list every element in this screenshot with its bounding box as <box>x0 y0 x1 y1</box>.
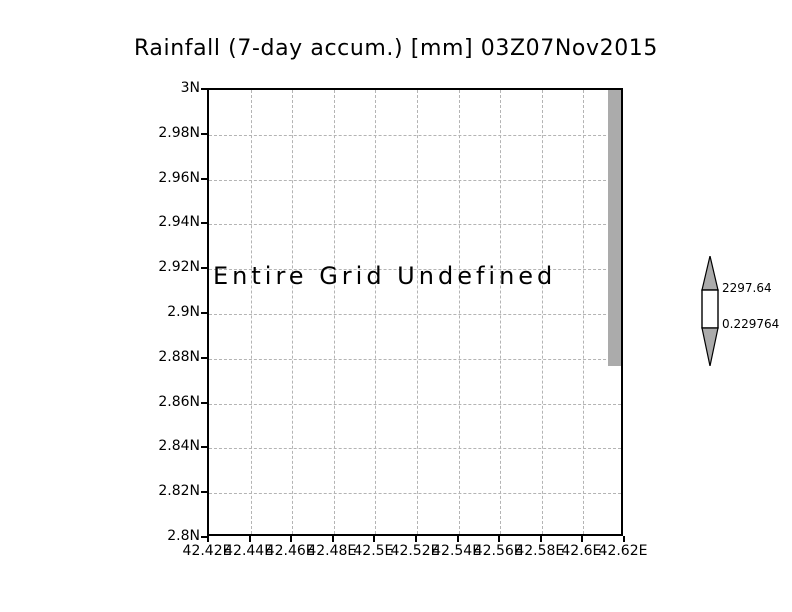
y-axis-tickmark <box>201 536 207 538</box>
gridline-horizontal <box>209 493 621 495</box>
x-axis-tickmark <box>373 536 376 542</box>
data-band <box>608 90 621 366</box>
y-axis-tickmark <box>201 446 207 449</box>
x-axis-tickmark <box>415 536 417 542</box>
gridline-vertical <box>292 90 294 534</box>
x-axis-tickmark <box>539 536 542 542</box>
y-axis-tickmark <box>201 401 207 404</box>
y-axis-tickmark <box>201 312 207 314</box>
gridline-horizontal <box>209 224 621 226</box>
y-axis-tickmark <box>201 132 207 135</box>
y-axis-ticklabel: 2.88N <box>158 348 200 365</box>
y-axis-ticklabel: 2.92N <box>158 259 200 276</box>
gridline-vertical <box>458 90 460 534</box>
plot-inner <box>209 90 621 534</box>
x-axis-ticklabel: 42.46E <box>265 543 315 559</box>
gridline-horizontal <box>209 134 621 136</box>
gridline-vertical <box>417 90 418 534</box>
gridline-horizontal <box>209 314 621 315</box>
gridline-vertical <box>500 90 502 534</box>
gridline-horizontal <box>209 358 621 360</box>
y-axis-ticklabel: 2.8N <box>167 528 200 544</box>
gridline-horizontal <box>209 448 621 450</box>
y-axis-ticklabel: 2.96N <box>158 169 200 186</box>
x-axis-ticklabel: 42.6E <box>561 543 602 559</box>
colorbar-bottom-arrow <box>701 327 719 366</box>
y-axis-tickmark <box>201 222 207 225</box>
undefined-grid-message: Entire Grid Undefined <box>213 262 557 290</box>
y-axis-ticklabel: 2.98N <box>158 124 200 141</box>
x-axis-ticklabel: 42.48E <box>307 543 357 559</box>
y-axis-tickmark <box>201 491 207 494</box>
x-axis-ticklabel: 42.62E <box>598 543 648 559</box>
x-axis-tickmark <box>623 536 625 542</box>
x-axis-tickmark <box>207 536 209 542</box>
y-axis-ticklabel: 2.84N <box>158 438 200 455</box>
y-axis-tickmark <box>201 356 207 359</box>
colorbar-top-arrow <box>701 256 719 291</box>
x-axis-tickmark <box>581 536 584 542</box>
colorbar-icon <box>701 256 719 366</box>
y-axis-tickmark <box>201 177 207 180</box>
x-axis-ticklabel: 42.52E <box>390 543 440 559</box>
x-axis-ticklabel: 42.42E <box>182 543 232 559</box>
x-axis-ticklabel: 42.54E <box>432 543 482 559</box>
x-axis-tickmark <box>248 536 251 542</box>
gridline-vertical <box>333 90 335 534</box>
page-title: Rainfall (7-day accum.) [mm] 03Z07Nov201… <box>134 36 658 61</box>
y-axis-ticklabel: 2.94N <box>158 214 200 231</box>
gridline-horizontal <box>209 179 621 181</box>
colorbar-min-label: 0.229764 <box>722 317 780 331</box>
colorbar-body <box>701 289 719 329</box>
y-axis-ticklabel: 3N <box>180 80 200 96</box>
x-axis-tickmark <box>331 536 334 542</box>
y-axis-ticklabel: 2.82N <box>158 483 200 500</box>
x-axis-tickmark <box>456 536 459 542</box>
gridline-vertical <box>250 90 252 534</box>
x-axis-tickmark <box>498 536 501 542</box>
x-axis-ticklabel: 42.44E <box>224 543 274 559</box>
plot-area <box>207 88 623 536</box>
y-axis-ticklabel: 2.86N <box>158 393 200 410</box>
y-axis-ticklabel: 2.9N <box>167 304 200 320</box>
gridline-vertical <box>541 90 543 534</box>
x-axis-ticklabel: 42.56E <box>473 543 523 559</box>
gridline-vertical <box>375 90 377 534</box>
colorbar-max-label: 2297.64 <box>722 281 772 295</box>
gridline-vertical <box>583 90 585 534</box>
x-axis-ticklabel: 42.5E <box>353 543 394 559</box>
y-axis-tickmark <box>201 267 207 270</box>
x-axis-tickmark <box>290 536 293 542</box>
gridline-horizontal <box>209 403 621 405</box>
y-axis-ticklabels: 3N 2.98N 2.96N 2.94N 2.92N 2.9N 2.88N 2.86N 2.84… <box>130 0 200 612</box>
gridline-horizontal <box>209 269 621 271</box>
colorbar <box>698 256 722 366</box>
y-axis-tickmark <box>201 88 207 90</box>
x-axis-ticklabel: 42.58E <box>515 543 565 559</box>
